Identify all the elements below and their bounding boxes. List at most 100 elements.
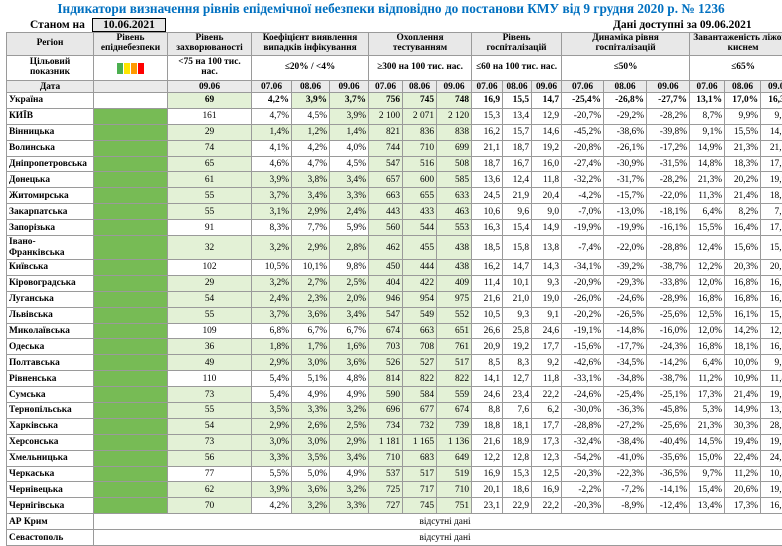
- region-name: Хмельницька: [7, 450, 94, 466]
- beds-value: 16,8%: [725, 291, 761, 307]
- level-cell: [94, 339, 168, 355]
- incidence-value: 70: [168, 498, 252, 514]
- detection-value: 5,9%: [330, 220, 369, 236]
- testing-value: 732: [403, 418, 437, 434]
- hosp-value: 11,8: [532, 172, 562, 188]
- detection-value: 6,7%: [330, 323, 369, 339]
- dyn-value: -7,4%: [562, 236, 604, 260]
- beds-value: 16,8%: [690, 339, 725, 355]
- testing-value: 708: [403, 339, 437, 355]
- hosp-value: 15,8: [503, 236, 532, 260]
- beds-value: 16,3%: [761, 291, 782, 307]
- target-dyn: ≤50%: [562, 56, 690, 81]
- beds-value: 19,7%: [761, 387, 782, 403]
- testing-value: 710: [403, 140, 437, 156]
- testing-value: 1 181: [369, 434, 403, 450]
- beds-value: 17,1%: [761, 220, 782, 236]
- beds-value: 11,2%: [725, 466, 761, 482]
- detection-value: 3,3%: [330, 498, 369, 514]
- beds-value: 6,4%: [690, 204, 725, 220]
- dyn-value: -38,7%: [647, 260, 690, 276]
- beds-value: 12,5%: [690, 307, 725, 323]
- hosp-value: 22,2: [532, 498, 562, 514]
- dyn-value: -20,9%: [562, 275, 604, 291]
- hosp-value: 15,5: [503, 93, 532, 109]
- testing-value: 549: [403, 307, 437, 323]
- dyn-value: -29,2%: [604, 108, 647, 124]
- incidence-value: 32: [168, 236, 252, 260]
- header-incidence: Рівень захворюваності: [168, 33, 252, 56]
- detection-value: 4,9%: [330, 466, 369, 482]
- level-cell: [94, 236, 168, 260]
- target-incidence: <75 на 100 тис. нас.: [168, 56, 252, 81]
- level-cell: [94, 275, 168, 291]
- hosp-value: 18,8: [472, 418, 503, 434]
- dyn-value: -31,7%: [604, 172, 647, 188]
- beds-value: 16,8%: [725, 275, 761, 291]
- hosp-value: 18,6: [503, 482, 532, 498]
- testing-value: 1 136: [437, 434, 472, 450]
- hosp-value: 8,3: [503, 355, 532, 371]
- testing-value: 703: [369, 339, 403, 355]
- dyn-value: -20,3%: [562, 466, 604, 482]
- beds-value: 12,4%: [690, 236, 725, 260]
- level-cell: [94, 260, 168, 276]
- testing-value: 739: [437, 418, 472, 434]
- hosp-value: 8,5: [472, 355, 503, 371]
- hosp-value: 19,0: [532, 291, 562, 307]
- hosp-value: 18,9: [503, 434, 532, 450]
- detection-value: 2,4%: [252, 291, 292, 307]
- testing-value: 710: [369, 450, 403, 466]
- testing-value: 633: [437, 188, 472, 204]
- header-region: Регіон: [7, 33, 94, 56]
- detection-value: 4,9%: [292, 387, 330, 403]
- incidence-value: 109: [168, 323, 252, 339]
- dyn-value: -32,4%: [562, 434, 604, 450]
- dyn-value: -32,2%: [562, 172, 604, 188]
- hosp-value: 23,4: [503, 387, 532, 403]
- beds-value: 19,5%: [761, 482, 782, 498]
- detection-value: 4,1%: [252, 140, 292, 156]
- level-cell: [94, 291, 168, 307]
- testing-value: 751: [437, 498, 472, 514]
- dyn-value: -14,2%: [647, 355, 690, 371]
- hosp-value: 12,9: [532, 108, 562, 124]
- testing-value: 527: [403, 355, 437, 371]
- detection-value: 3,0%: [292, 355, 330, 371]
- testing-value: 699: [437, 140, 472, 156]
- testing-value: 2 120: [437, 108, 472, 124]
- detection-value: 1,2%: [292, 124, 330, 140]
- dyn-value: -24,6%: [604, 291, 647, 307]
- hosp-value: 9,1: [532, 307, 562, 323]
- incidence-value: 29: [168, 124, 252, 140]
- region-name: Луганська: [7, 291, 94, 307]
- dyn-value: -26,0%: [562, 291, 604, 307]
- date-cell: 09.06: [647, 81, 690, 93]
- hosp-value: 16,7: [503, 156, 532, 172]
- detection-value: 3,2%: [252, 236, 292, 260]
- hosp-value: 24,5: [472, 188, 503, 204]
- hosp-value: 20,4: [532, 188, 562, 204]
- hosp-value: 24,6: [472, 387, 503, 403]
- hosp-value: 12,5: [532, 466, 562, 482]
- hosp-value: 16,0: [532, 156, 562, 172]
- incidence-value: 55: [168, 403, 252, 419]
- dyn-value: -25,6%: [647, 307, 690, 323]
- testing-value: 519: [437, 466, 472, 482]
- detection-value: 3,5%: [292, 450, 330, 466]
- detection-value: 3,6%: [330, 355, 369, 371]
- hosp-value: 16,9: [472, 93, 503, 109]
- beds-value: 9,7%: [761, 108, 782, 124]
- beds-value: 15,5%: [690, 220, 725, 236]
- region-name: Київська: [7, 260, 94, 276]
- testing-value: 463: [437, 204, 472, 220]
- dyn-value: -22,0%: [604, 236, 647, 260]
- dyn-value: -17,2%: [647, 140, 690, 156]
- detection-value: 4,2%: [252, 93, 292, 109]
- hosp-value: 15,3: [503, 466, 532, 482]
- available-note: Дані доступні за 09.06.2021: [613, 18, 752, 32]
- detection-value: 3,9%: [252, 482, 292, 498]
